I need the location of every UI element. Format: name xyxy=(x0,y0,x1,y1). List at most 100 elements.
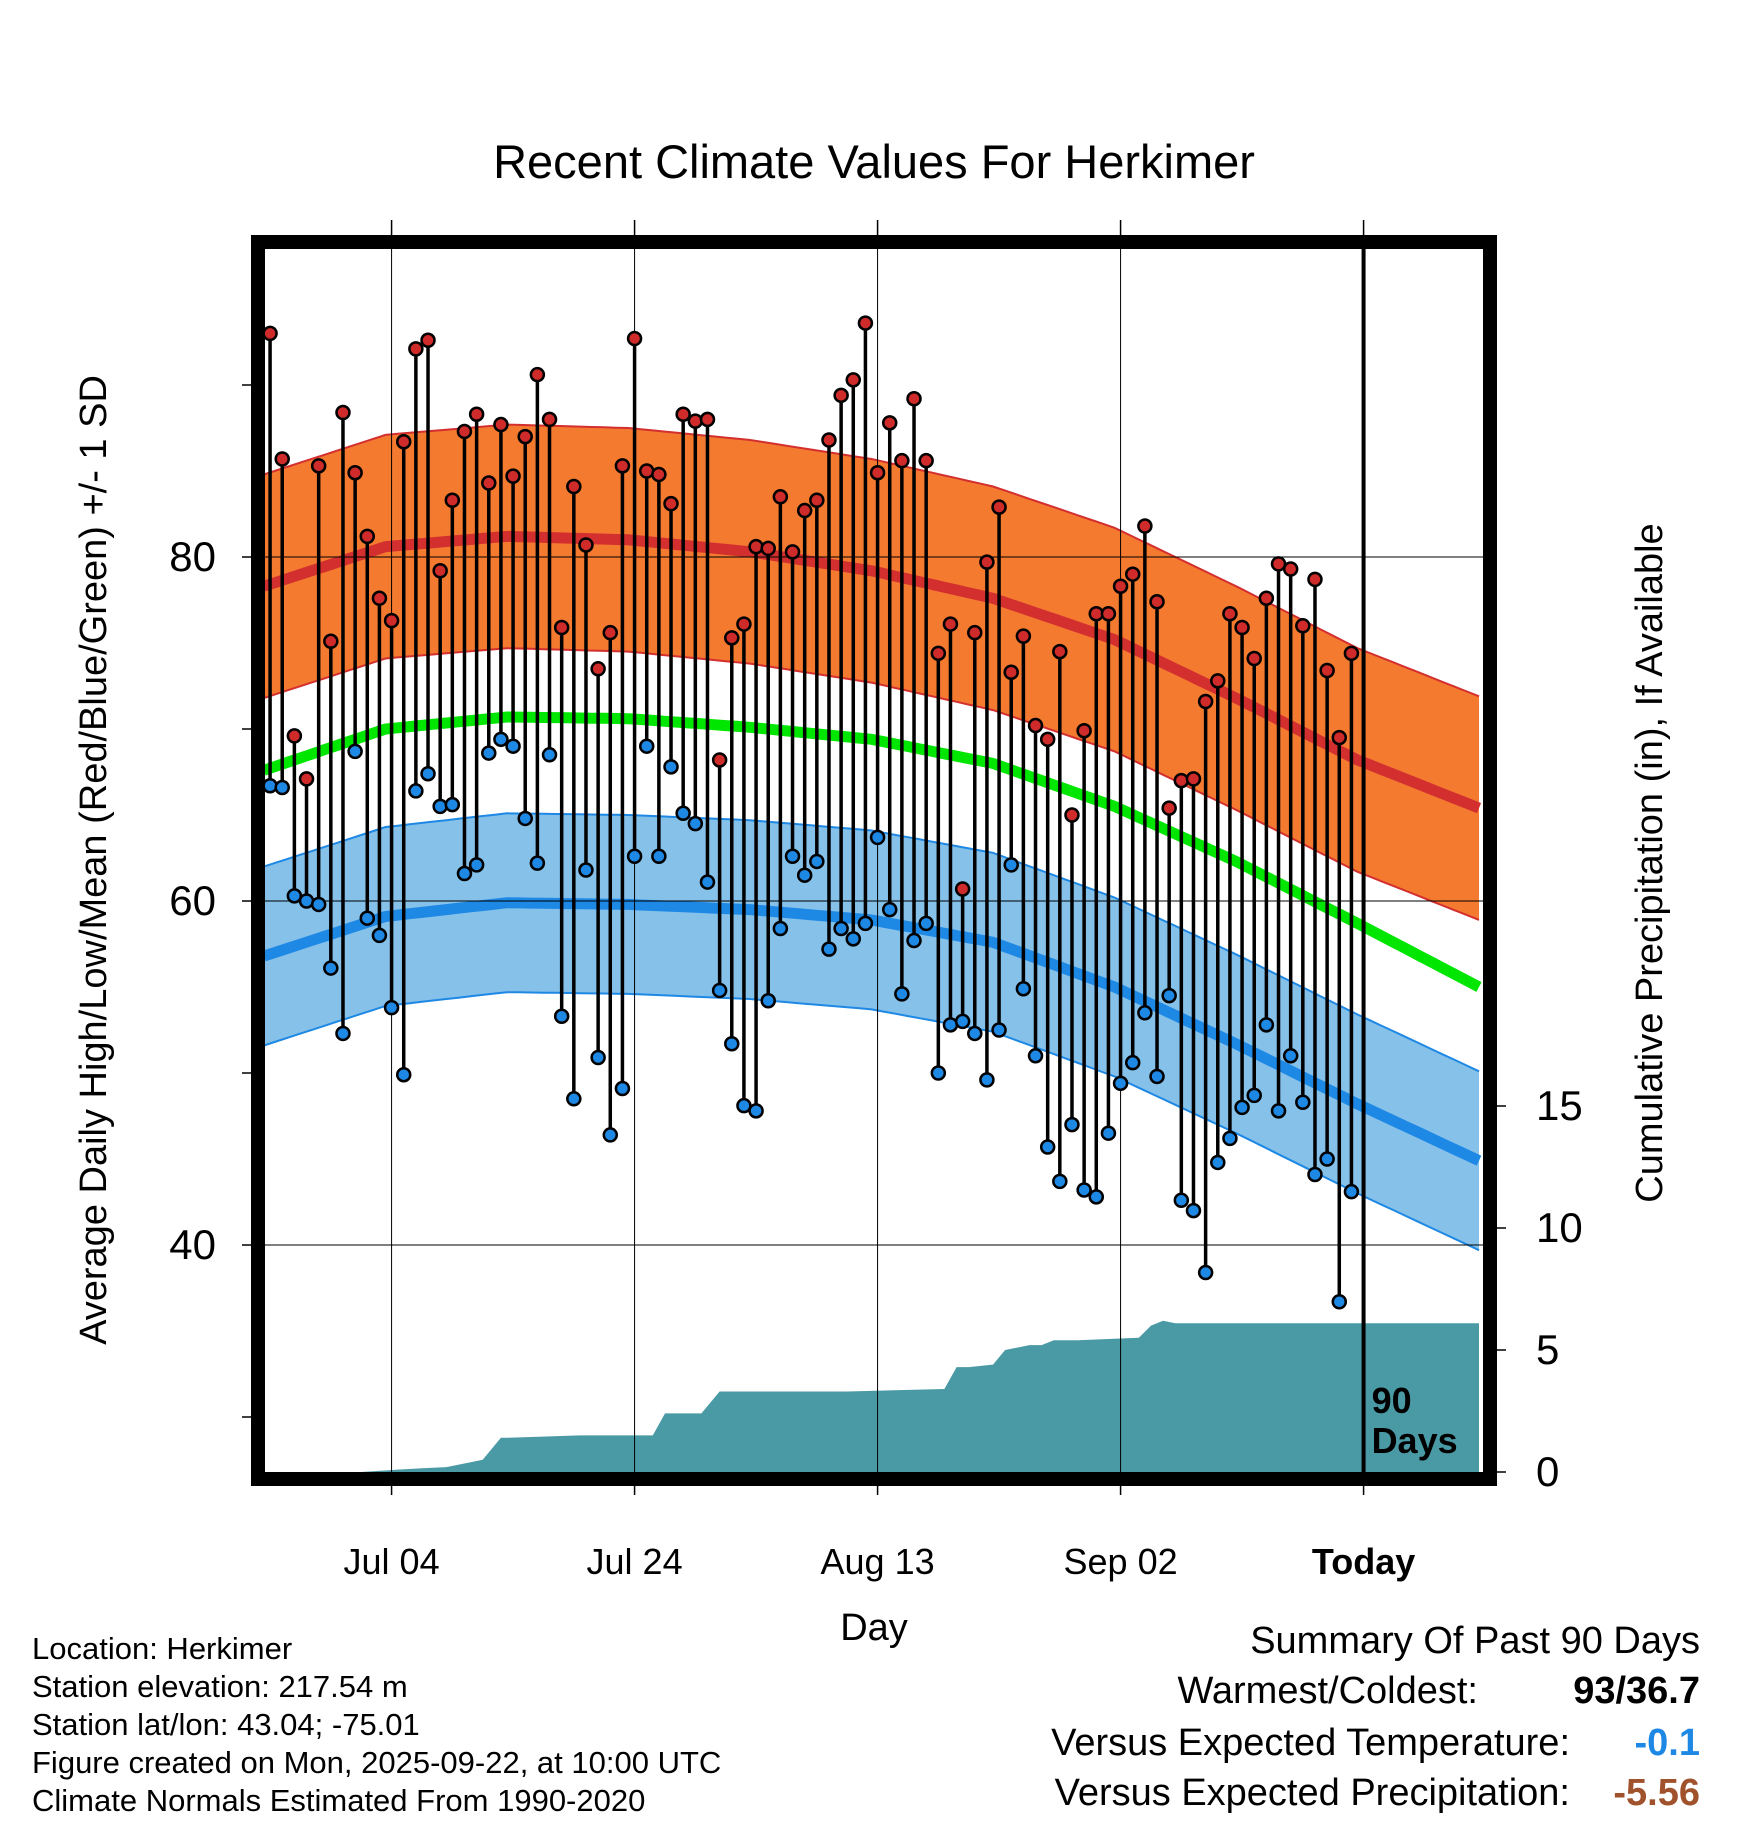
daily-low-point xyxy=(1185,1202,1202,1219)
daily-low-point xyxy=(1100,1125,1117,1141)
daily-low-point xyxy=(1088,1189,1105,1205)
daily-high-point xyxy=(991,499,1007,515)
daily-high-point xyxy=(930,645,947,662)
daily-low-point xyxy=(408,783,424,799)
daily-low-point xyxy=(748,1103,764,1119)
low-band-upper-edge xyxy=(264,812,1480,1073)
footer-created: Figure created on Mon, 2025-09-22, at 10… xyxy=(32,1745,722,1780)
daily-low-point xyxy=(566,1091,582,1107)
daily-low-point xyxy=(991,1022,1007,1038)
summary-warm-cold-label: Warmest/Coldest: xyxy=(1177,1670,1478,1712)
daily-low-point xyxy=(1076,1182,1092,1198)
daily-low-point xyxy=(918,915,934,932)
daily-high-point xyxy=(809,492,825,508)
daily-low-point xyxy=(638,738,655,754)
daily-high-point xyxy=(967,624,983,641)
daily-low-point xyxy=(1258,1017,1275,1033)
daily-high-point xyxy=(1343,645,1360,662)
daily-high-point xyxy=(626,330,643,347)
daily-high-point xyxy=(541,411,558,428)
daily-low-point xyxy=(1052,1173,1068,1190)
daily-low-point xyxy=(371,927,388,944)
daily-low-point xyxy=(821,941,837,957)
daily-low-point xyxy=(699,874,716,890)
daily-high-point xyxy=(298,771,315,787)
daily-high-point xyxy=(566,478,582,495)
summary-coldest: 36.7 xyxy=(1626,1670,1700,1712)
y2-tick-label: 10 xyxy=(1536,1204,1583,1251)
daily-high-point xyxy=(1052,643,1068,660)
daily-low-point xyxy=(432,798,448,815)
daily-high-point xyxy=(760,540,776,557)
daily-low-point xyxy=(1039,1139,1056,1155)
daily-low-point xyxy=(1307,1166,1323,1183)
daily-low-point xyxy=(1137,1005,1153,1021)
daily-low-point xyxy=(323,960,339,976)
daily-high-point xyxy=(736,616,752,632)
daily-low-point xyxy=(468,857,485,873)
daily-low-point xyxy=(444,796,461,813)
daily-low-point xyxy=(930,1065,947,1081)
daily-high-point xyxy=(420,332,436,349)
daily-high-point xyxy=(784,544,801,560)
daily-low-point xyxy=(1343,1183,1360,1200)
daily-low-point xyxy=(1222,1130,1238,1147)
daily-high-point xyxy=(323,633,339,650)
daily-low-point xyxy=(347,743,363,760)
summary-temp-label: Versus Expected Temperature: xyxy=(1051,1722,1570,1764)
daily-low-point xyxy=(881,901,898,918)
daily-high-point xyxy=(1295,618,1311,634)
daily-high-point xyxy=(517,428,533,445)
daily-low-point xyxy=(1319,1151,1335,1167)
daily-high-point xyxy=(1137,518,1153,534)
daily-low-point xyxy=(845,931,862,947)
daily-low-point xyxy=(1124,1054,1141,1071)
today-label-days-word: Days xyxy=(1372,1420,1458,1461)
y-tick-label: 40 xyxy=(169,1221,216,1268)
plot-frame xyxy=(251,235,1497,1486)
summary-precip-label: Versus Expected Precipitation: xyxy=(1054,1772,1570,1814)
daily-high-point xyxy=(906,391,922,407)
daily-high-point xyxy=(687,413,704,429)
summary-warmest: 93 xyxy=(1573,1670,1616,1712)
daily-high-point xyxy=(1100,606,1117,622)
daily-high-point xyxy=(335,404,351,421)
daily-high-point xyxy=(468,406,485,422)
daily-low-point xyxy=(663,759,679,775)
y2-tick-label: 0 xyxy=(1536,1448,1559,1495)
daily-low-point xyxy=(395,1066,412,1083)
daily-low-point xyxy=(493,731,509,748)
daily-low-point xyxy=(1112,1075,1129,1092)
daily-high-point xyxy=(1246,650,1262,667)
daily-low-point xyxy=(456,865,473,882)
daily-low-point xyxy=(1161,987,1177,1004)
daily-low-point xyxy=(833,920,849,937)
daily-low-point xyxy=(711,982,728,999)
daily-high-point xyxy=(1173,772,1190,789)
today-label-days-count: 90 xyxy=(1372,1380,1412,1421)
daily-high-point xyxy=(553,619,570,636)
daily-high-point xyxy=(1185,771,1202,787)
daily-high-point xyxy=(663,495,679,512)
daily-low-point xyxy=(894,986,910,1002)
daily-low-point xyxy=(1064,1116,1080,1133)
low-band-lower-edge xyxy=(264,991,1480,1252)
daily-low-point xyxy=(1246,1087,1262,1104)
normal-mean-line xyxy=(264,711,1482,992)
daily-high-point xyxy=(724,630,740,646)
daily-high-point xyxy=(481,475,497,491)
daily-high-point xyxy=(590,661,606,677)
summary-warm-cold-value: 93/36.7 xyxy=(1573,1670,1700,1713)
daily-high-point xyxy=(1210,673,1226,689)
daily-high-point xyxy=(274,451,290,467)
daily-low-point xyxy=(906,932,922,949)
x-tick-label: Jul 24 xyxy=(587,1541,683,1582)
daily-high-point xyxy=(310,458,327,474)
daily-high-point xyxy=(1124,566,1141,582)
daily-low-point xyxy=(772,920,789,937)
low-normal-band xyxy=(264,813,1479,1251)
daily-low-point xyxy=(590,1049,606,1066)
daily-low-point xyxy=(553,1008,570,1024)
daily-high-point xyxy=(264,325,278,342)
